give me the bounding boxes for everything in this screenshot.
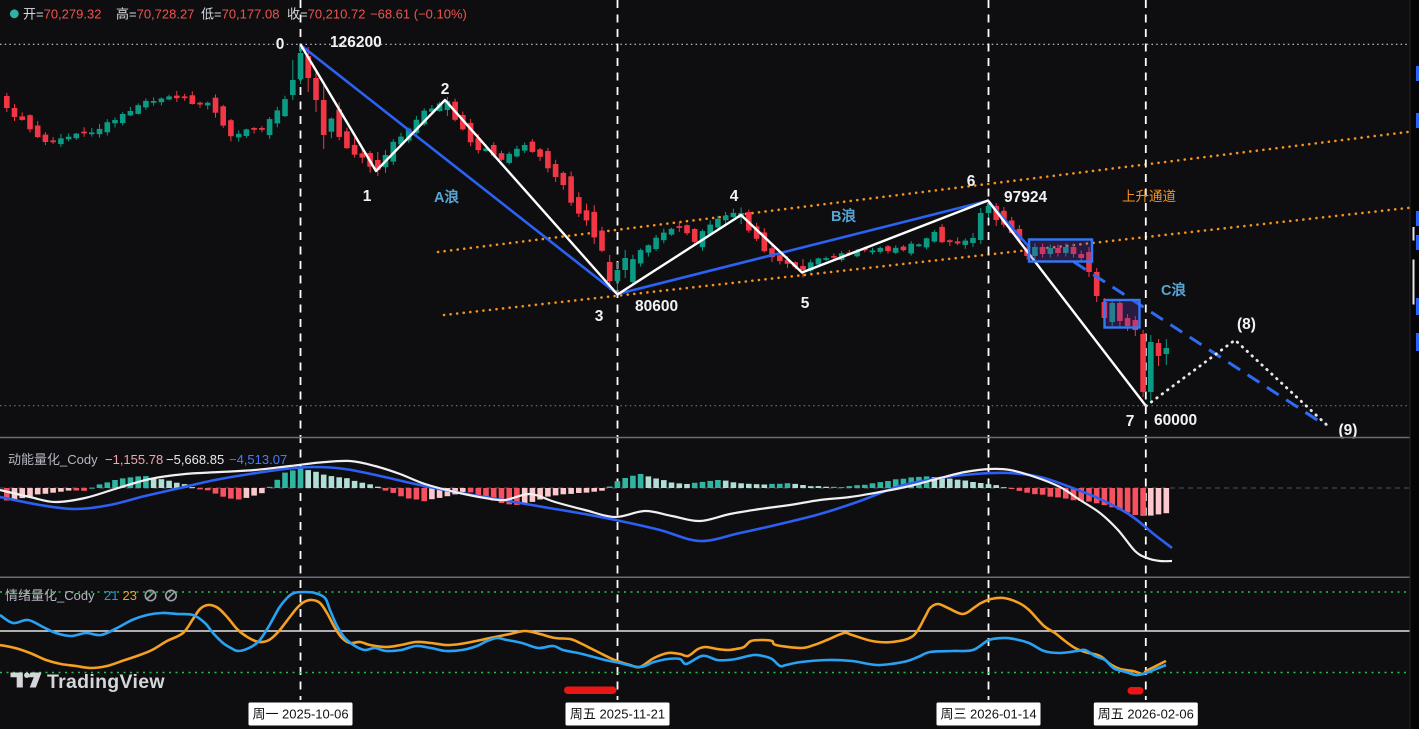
svg-text:3: 3: [595, 308, 604, 325]
svg-text:−4,513.07: −4,513.07: [229, 452, 287, 467]
svg-text:收=70,210.72: 收=70,210.72: [287, 7, 365, 22]
svg-text:97924: 97924: [1004, 189, 1047, 206]
svg-text:TradingView: TradingView: [47, 671, 165, 693]
svg-text:(9): (9): [1339, 422, 1358, 439]
svg-text:60000: 60000: [1154, 412, 1197, 429]
svg-text:2: 2: [441, 81, 450, 98]
svg-text:周三 2026-01-14: 周三 2026-01-14: [940, 707, 1036, 722]
svg-text:C浪: C浪: [1161, 281, 1186, 299]
svg-text:周一 2025-10-06: 周一 2025-10-06: [252, 707, 348, 722]
svg-text:A浪: A浪: [434, 188, 459, 206]
svg-text:高=70,728.27: 高=70,728.27: [116, 7, 194, 22]
svg-text:5: 5: [801, 295, 810, 312]
svg-text:周五 2026-02-06: 周五 2026-02-06: [1098, 707, 1194, 722]
svg-text:−5,668.85: −5,668.85: [166, 452, 224, 467]
svg-text:80600: 80600: [635, 298, 678, 315]
svg-text:23: 23: [123, 588, 137, 603]
svg-text:情绪量化_Cody: 情绪量化_Cody: [5, 588, 95, 603]
svg-text:1: 1: [363, 188, 372, 205]
svg-text:4: 4: [730, 188, 739, 205]
svg-text:21: 21: [104, 588, 118, 603]
svg-text:−68.61 (−0.10%): −68.61 (−0.10%): [370, 7, 467, 22]
svg-text:6: 6: [967, 173, 976, 190]
svg-text:动能量化_Cody: 动能量化_Cody: [8, 452, 98, 467]
svg-text:−1,155.78: −1,155.78: [105, 452, 163, 467]
svg-text:低=70,177.08: 低=70,177.08: [201, 7, 279, 22]
svg-text:开=70,279.32: 开=70,279.32: [23, 7, 101, 22]
svg-text:(8): (8): [1237, 316, 1256, 333]
svg-text:0: 0: [276, 36, 285, 53]
svg-text:7: 7: [1126, 413, 1135, 430]
svg-text:上升通道: 上升通道: [1122, 189, 1176, 204]
svg-text:周五 2025-11-21: 周五 2025-11-21: [570, 707, 665, 722]
svg-text:126200: 126200: [330, 34, 382, 51]
svg-text:B浪: B浪: [831, 207, 856, 225]
